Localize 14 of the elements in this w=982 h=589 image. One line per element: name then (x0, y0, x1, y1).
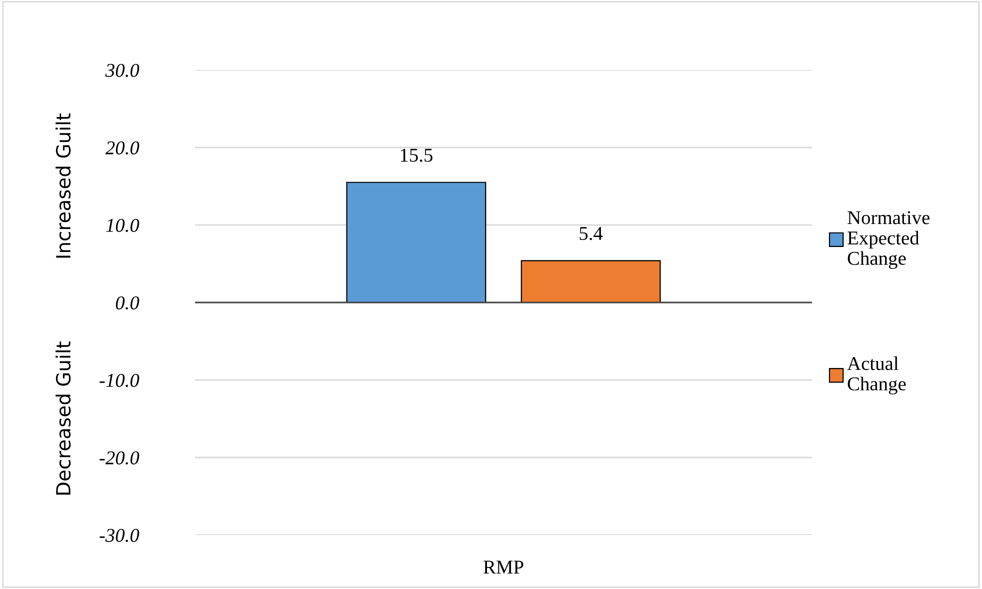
text: Decreased Guilt (56, 341, 71, 495)
y-tick-label: 20.0 (105, 141, 140, 155)
y-tick-label: 30.0 (105, 64, 140, 78)
data-label: 5.4 (580, 227, 603, 240)
y-tick-label: 0.0 (116, 296, 140, 310)
legend-label: Normative Expected Change (848, 211, 930, 269)
legend-label: Actual Change (847, 356, 906, 394)
y-tick-label: 10.0 (106, 218, 140, 232)
y-tick-label: -30.0 (100, 528, 140, 542)
x-tick-label: RMP (484, 560, 524, 574)
y-tick-label: -10.0 (100, 374, 140, 388)
text: Increased Guilt (56, 113, 71, 258)
y-tick-label: -20.0 (100, 451, 140, 465)
data-label: 15.5 (400, 148, 432, 162)
